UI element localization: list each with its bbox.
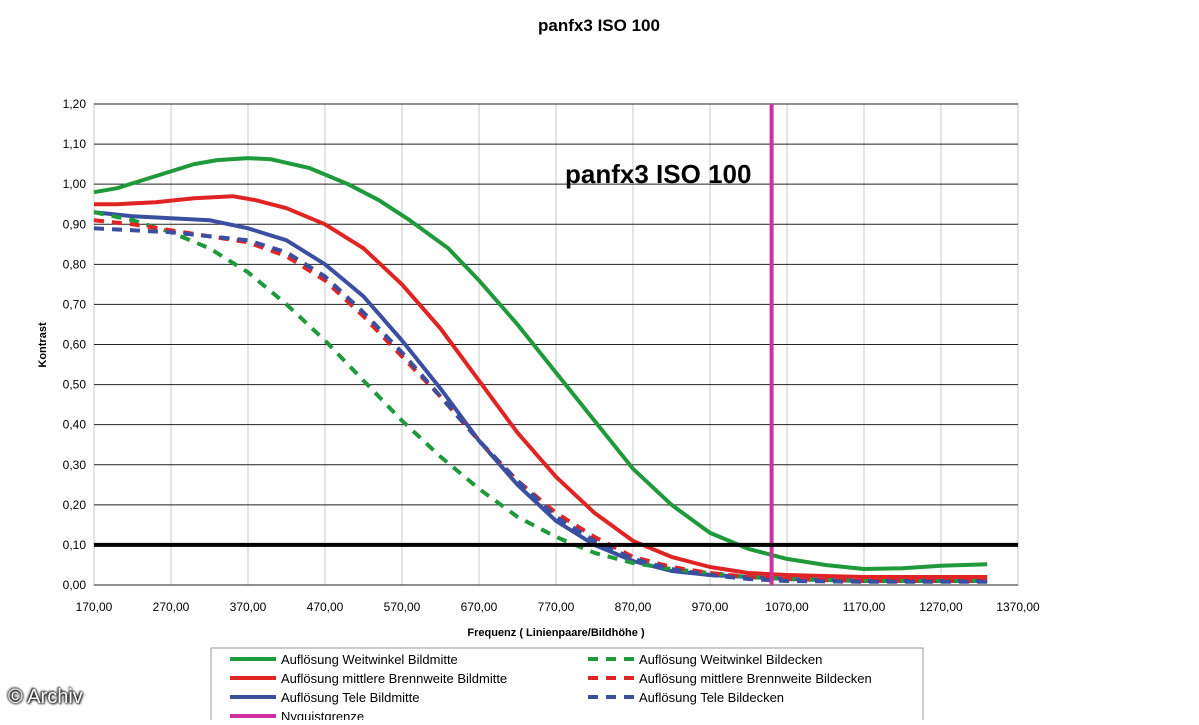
x-tick-label: 770,00 — [538, 600, 575, 614]
legend-label-2: Auflösung Weitwinkel Bildecken — [639, 652, 822, 667]
y-tick-label: 1,20 — [63, 97, 87, 111]
y-tick-label: 0,70 — [63, 297, 87, 311]
series-line-2 — [94, 194, 988, 579]
chart-title: panfx3 ISO 100 — [538, 16, 660, 35]
x-axis-label: Frequenz ( Linienpaare/Bildhöhe ) — [467, 627, 645, 639]
y-tick-label: 0,00 — [63, 578, 87, 592]
x-tick-label: 470,00 — [307, 600, 344, 614]
legend-label-1: Auflösung Weitwinkel Bildmitte — [281, 652, 458, 667]
x-tick-label: 970,00 — [692, 600, 729, 614]
inplot-title: panfx3 ISO 100 — [565, 159, 751, 189]
x-tick-label: 1170,00 — [843, 600, 886, 614]
y-tick-label: 0,90 — [63, 217, 87, 231]
x-tick-label: 870,00 — [615, 600, 652, 614]
legend-label-3: Auflösung mittlere Brennweite Bildmitte — [281, 671, 507, 686]
y-tick-label: 0,40 — [63, 418, 87, 432]
y-tick-label: 0,60 — [63, 338, 87, 352]
x-tick-label: 370,00 — [230, 600, 267, 614]
y-tick-label: 0,50 — [63, 378, 87, 392]
watermark: © Archiv — [8, 686, 83, 708]
y-tick-label: 1,00 — [63, 177, 87, 191]
legend-label-7: Nyquistgrenze — [281, 709, 364, 720]
y-tick-label: 0,80 — [63, 257, 87, 271]
series-line-1 — [93, 156, 988, 571]
legend-box — [210, 647, 924, 725]
x-tick-label: 670,00 — [461, 600, 498, 614]
legend-label-4: Auflösung mittlere Brennweite Bildecken — [639, 671, 872, 686]
x-tick-label: 1370,00 — [996, 600, 1040, 614]
y-tick-label: 0,10 — [63, 538, 87, 552]
y-tick-label: 0,30 — [63, 458, 87, 472]
x-tick-label: 1270,00 — [919, 600, 963, 614]
series-line-4 — [93, 210, 988, 583]
x-tick-label: 570,00 — [384, 600, 421, 614]
legend-label-6: Auflösung Tele Bildecken — [639, 690, 784, 705]
x-tick-label: 270,00 — [153, 600, 190, 614]
x-tick-label: 170,00 — [76, 600, 113, 614]
series-line-6 — [93, 226, 988, 584]
y-tick-label: 0,20 — [63, 498, 87, 512]
x-tick-label: 1070,00 — [765, 600, 809, 614]
y-tick-label: 1,10 — [63, 137, 87, 151]
y-axis-label: Kontrast — [37, 322, 49, 368]
legend-label-5: Auflösung Tele Bildmitte — [281, 690, 420, 705]
